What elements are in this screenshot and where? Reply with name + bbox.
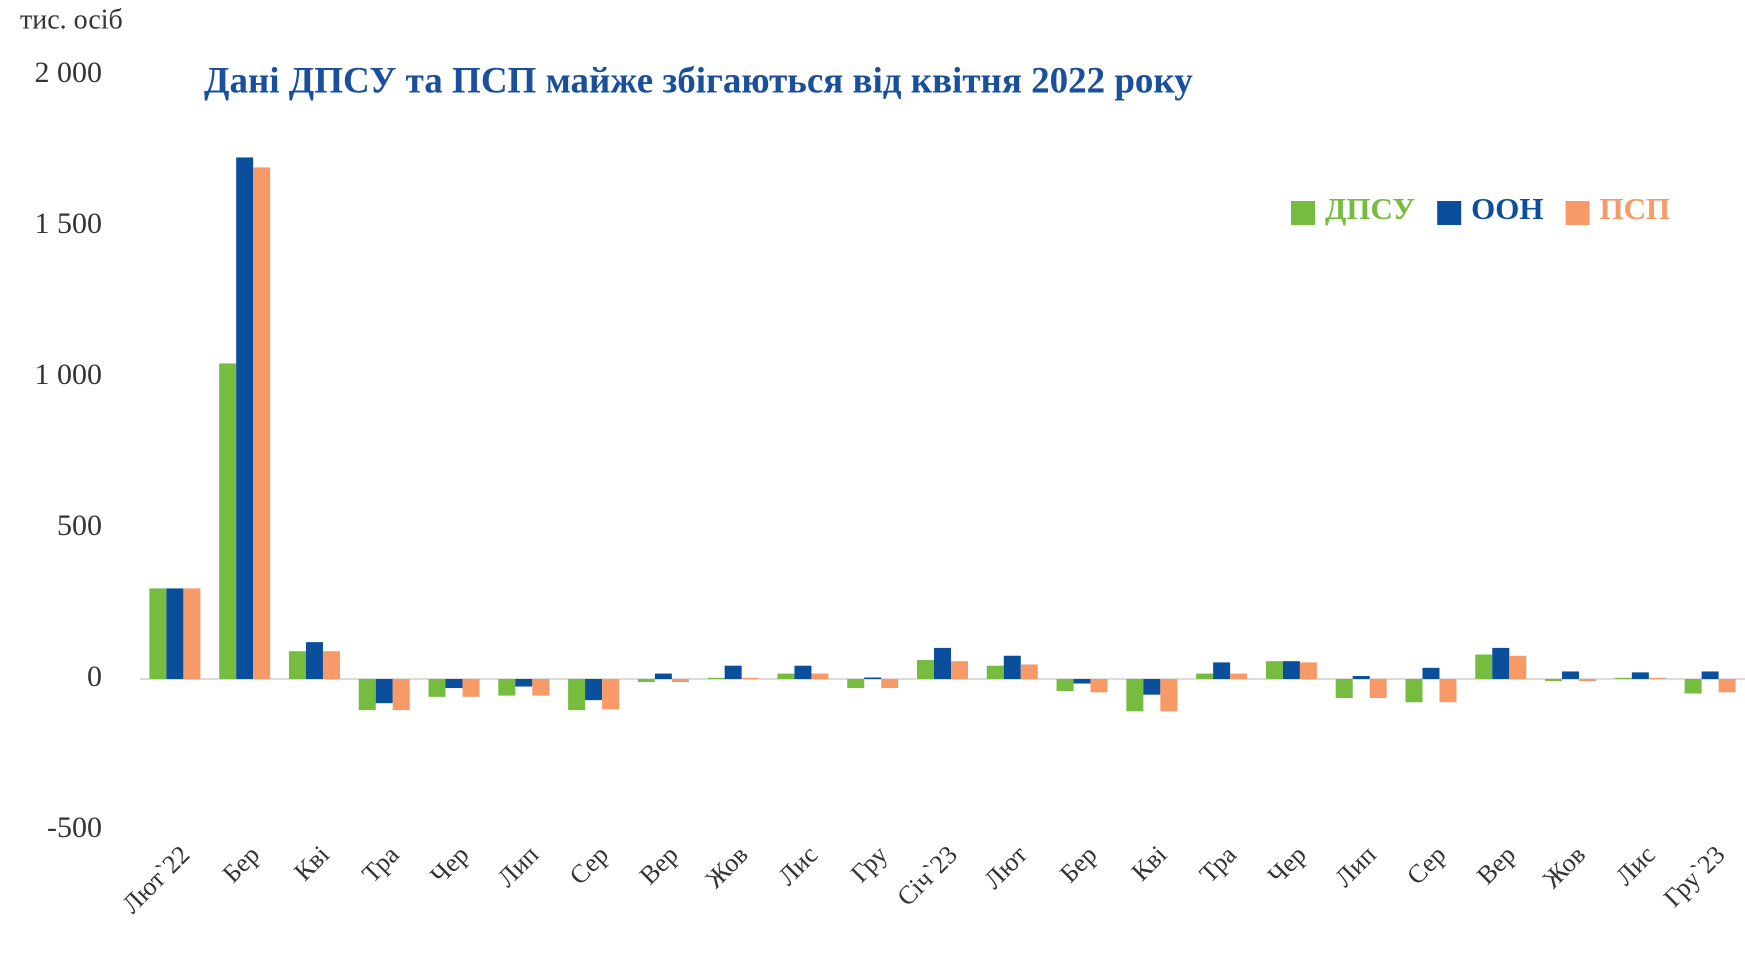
bar xyxy=(934,647,951,679)
chart-title: Дані ДПСУ та ПСП майже збігаються від кв… xyxy=(204,60,1193,101)
bar xyxy=(462,679,480,697)
bar xyxy=(1701,671,1719,679)
y-tick-label: -500 xyxy=(47,811,102,844)
bar xyxy=(1422,667,1440,679)
bar xyxy=(1090,679,1108,693)
legend-label: ПСП xyxy=(1600,191,1671,226)
bar xyxy=(445,679,463,689)
bar xyxy=(1369,679,1387,699)
bar xyxy=(1579,679,1597,682)
bar xyxy=(1299,662,1317,679)
bar xyxy=(917,659,934,679)
bar xyxy=(986,665,1004,679)
bar xyxy=(288,651,306,679)
bar xyxy=(794,665,812,679)
bar xyxy=(1143,679,1161,695)
bar xyxy=(847,679,865,689)
bar xyxy=(585,679,603,701)
bar xyxy=(671,679,689,683)
bar xyxy=(375,679,393,704)
bar xyxy=(1684,679,1702,694)
bar xyxy=(498,679,516,696)
bar xyxy=(1196,673,1214,679)
bar xyxy=(1648,677,1666,679)
bar xyxy=(183,588,201,679)
bar xyxy=(602,679,620,710)
legend-label: ООН xyxy=(1471,191,1543,226)
bar xyxy=(637,679,655,683)
bar xyxy=(707,677,725,679)
bar xyxy=(777,673,795,679)
bar xyxy=(428,679,446,697)
bar xyxy=(1265,661,1283,679)
bar xyxy=(149,588,167,679)
bar xyxy=(1056,679,1074,692)
bar xyxy=(724,665,742,679)
bar xyxy=(864,677,882,679)
bar xyxy=(253,167,271,680)
bar xyxy=(1230,673,1248,679)
bar xyxy=(358,679,376,711)
bar xyxy=(1545,679,1563,682)
legend-swatch xyxy=(1291,201,1315,225)
legend-label: ДПСУ xyxy=(1325,191,1415,226)
y-tick-label: 500 xyxy=(57,509,102,542)
bar xyxy=(1282,661,1300,679)
bar xyxy=(166,588,184,679)
bar xyxy=(654,673,672,679)
y-tick-label: 2 000 xyxy=(35,56,103,89)
bar xyxy=(1562,671,1580,679)
legend-swatch xyxy=(1437,201,1462,225)
bar xyxy=(1126,679,1144,712)
bar xyxy=(881,679,899,689)
bar xyxy=(741,677,759,679)
bar xyxy=(1213,662,1231,679)
bar xyxy=(532,679,550,696)
y-tick-label: 1 000 xyxy=(35,358,103,391)
bar xyxy=(1509,655,1527,679)
bar xyxy=(568,679,586,711)
bar xyxy=(1073,679,1091,684)
bar xyxy=(305,642,323,679)
bar xyxy=(1003,655,1021,679)
bar xyxy=(1475,654,1493,679)
bar xyxy=(1405,679,1423,703)
bar xyxy=(1439,679,1457,703)
bar xyxy=(1614,677,1632,679)
bar xyxy=(811,673,829,679)
legend-swatch xyxy=(1565,201,1590,225)
bar xyxy=(1335,679,1353,699)
bar xyxy=(392,679,410,711)
bar xyxy=(1718,679,1736,693)
y-unit-label: тис. осіб xyxy=(20,4,123,35)
bar xyxy=(219,363,237,679)
bar xyxy=(1631,672,1649,679)
bar xyxy=(515,679,533,687)
y-tick-label: 1 500 xyxy=(35,207,103,240)
bar xyxy=(1492,647,1510,679)
bar xyxy=(1352,675,1370,679)
bar xyxy=(951,661,968,679)
bar xyxy=(322,651,340,679)
y-tick-label: 0 xyxy=(87,660,102,693)
bar xyxy=(1020,664,1038,679)
bar xyxy=(236,157,254,680)
bar xyxy=(1160,679,1178,712)
